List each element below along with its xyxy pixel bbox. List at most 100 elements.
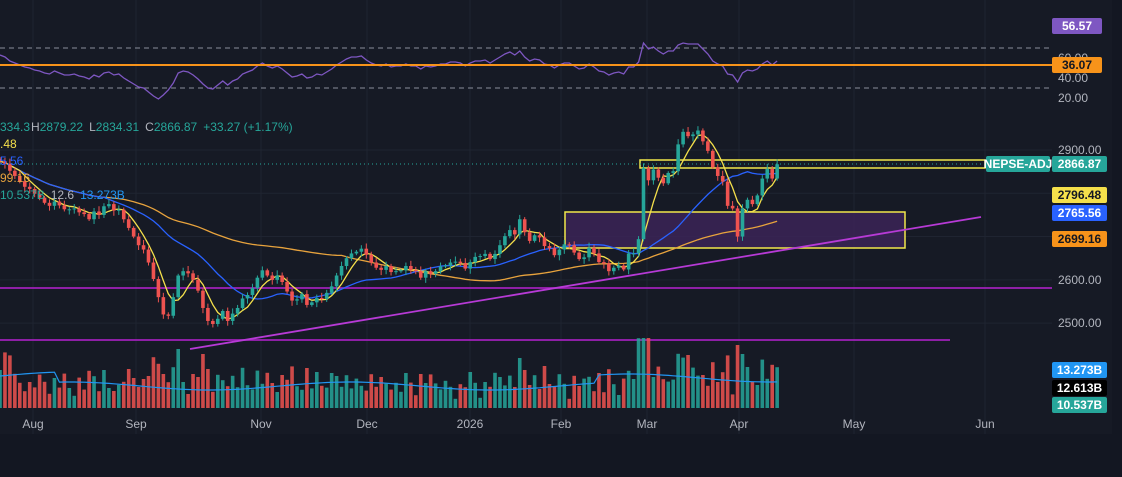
volume-bar [582,378,586,408]
volume-bar [186,394,190,408]
volume-bar [245,385,250,408]
volume-bar [369,374,374,408]
volume-bar [418,374,423,408]
high-label: H [31,120,40,134]
volume-bar [691,367,695,408]
volume-bar [42,381,47,408]
volume-bar [498,377,502,408]
volume-bar [572,375,576,408]
candle-body [42,197,47,203]
candle-body [117,209,121,211]
volume-bar [275,392,279,408]
volume-bar [527,385,532,408]
volume-bar [126,369,131,408]
volume-bar [265,372,270,408]
rsi-level-tag-bg [1052,57,1102,73]
candle-body [379,267,383,270]
volume-bar [602,392,606,408]
ohlc-open-fragment: 334.3 [0,120,30,134]
volume-bar [136,387,141,408]
candle-body [216,318,220,324]
candle-body [730,205,735,209]
volume-bar [37,374,42,408]
price-tick-label: 2500.00 [1058,316,1102,330]
volume-bar [755,385,760,408]
candle-body [602,262,606,264]
rising-trendline [189,216,982,350]
candle-body [250,288,255,295]
volume-ma-line [0,371,778,391]
candle-body [612,267,616,272]
volume-bar [334,376,339,408]
candle-body [285,282,289,292]
candle-body [72,208,77,210]
candle-body [13,170,17,176]
time-tick-label: Feb [551,417,572,431]
candle-body [681,131,685,145]
time-tick-label: Mar [637,417,658,431]
candles [0,126,779,328]
volume-bar [0,370,2,408]
price-tick-label: 2600.00 [1058,273,1102,287]
candle-body [671,171,675,173]
candle-body [503,236,507,246]
candle-body [82,212,86,215]
candle-body [112,204,116,211]
volume-bar [374,386,378,408]
candle-body [409,265,413,270]
candle-body [275,275,279,280]
chart-background [0,0,1112,434]
candle-body [201,290,205,308]
change-value: +33.27 (+1.17%) [203,120,292,134]
candle-body [3,161,7,164]
candle-body [176,275,180,298]
volume-bar [206,369,210,408]
volume-bar [230,375,235,408]
volume-bar [364,390,369,408]
volume-bar [52,378,57,408]
volume-bar [775,367,779,408]
volume-bar [706,385,710,408]
candle-body [97,211,101,215]
volume-bar [616,395,621,408]
candle-body [750,199,755,205]
volume-bar [82,389,86,408]
candle-body [438,266,443,272]
candle-body [562,244,567,250]
volume-bar [290,366,294,408]
volume-ma-value: 13.273B [80,188,125,202]
candle-body [270,275,275,280]
candle-body [22,181,27,187]
volume-bar [379,377,383,408]
volume-bar [720,372,725,408]
candle-body [517,219,522,235]
candle-body [126,219,131,228]
volume-bar [319,385,324,408]
volume-bar [676,353,680,408]
volume-bar [67,388,72,408]
volume-bar [597,373,601,408]
candle-body [310,302,314,305]
price-tags: NEPSE-ADJ 2866.87 2796.48 2765.56 2699.16 56.… [984,18,1107,413]
volume-bar [201,354,205,408]
low-label: L [89,120,96,134]
candle-body [349,253,354,259]
volume-bar [22,391,27,408]
volume-bar [409,382,413,408]
candle-body [32,188,37,194]
volume-bar [97,391,101,408]
candle-body [8,163,12,171]
rsi-value-tag-bg [1052,18,1102,34]
candle-body [161,297,166,315]
candle-body [280,275,284,283]
volume-bar [562,383,567,408]
candle-body [711,150,715,168]
candle-body [102,206,106,215]
candle-body [428,271,433,274]
candle-body [755,195,760,205]
volume-bar [166,382,171,408]
candle-body [354,251,359,254]
candle-body [265,270,270,276]
